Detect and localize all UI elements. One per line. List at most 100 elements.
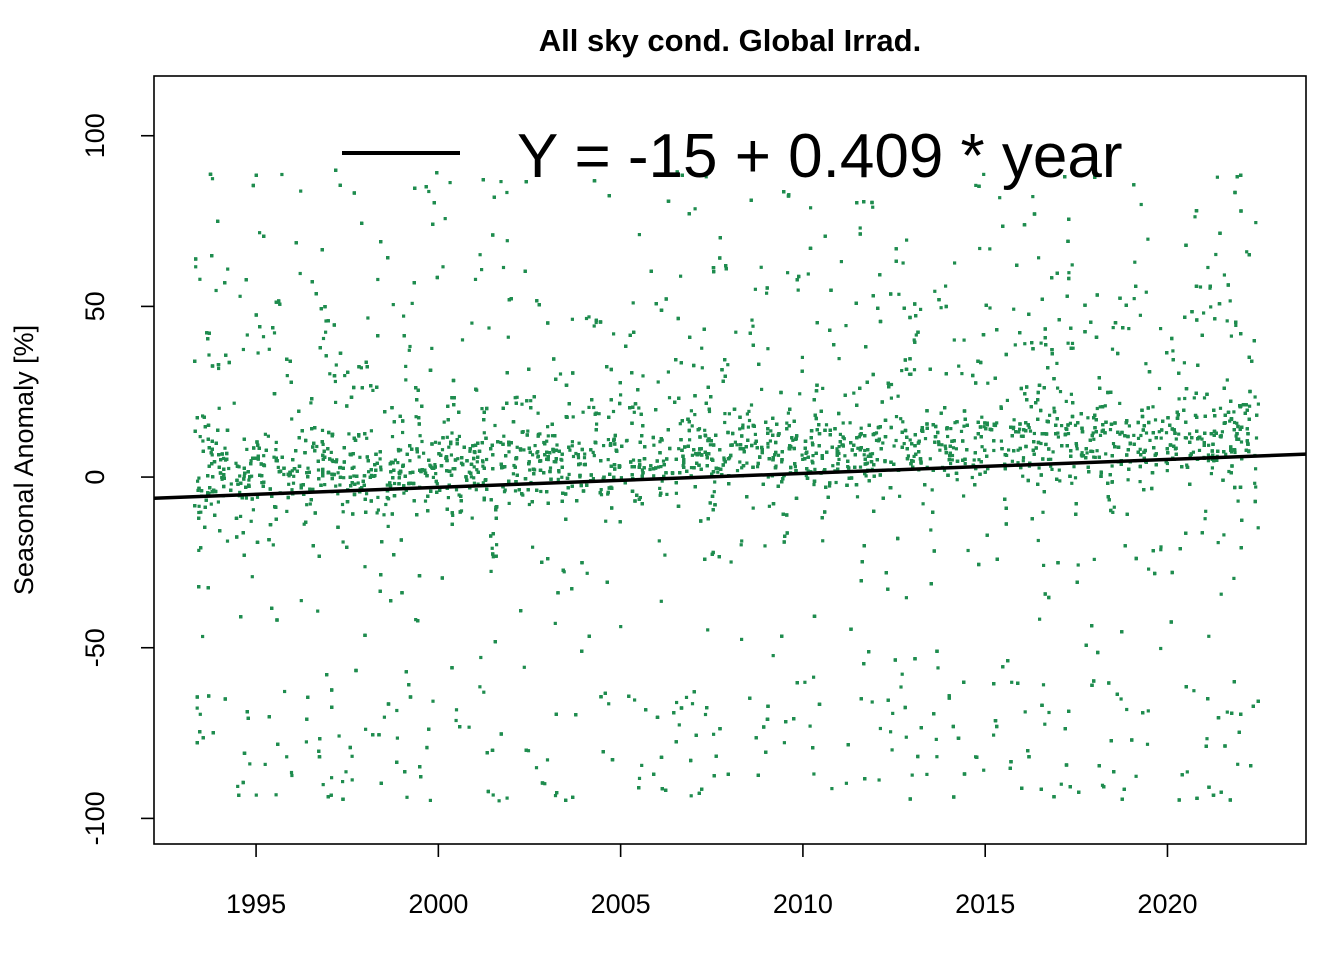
data-point (299, 599, 303, 603)
data-point (1125, 707, 1129, 712)
data-point (555, 443, 559, 447)
data-point (1204, 509, 1208, 513)
data-point (472, 476, 476, 480)
data-point (756, 465, 760, 469)
data-point (1177, 432, 1181, 436)
data-point (1032, 431, 1036, 436)
data-point (679, 274, 683, 278)
data-point (912, 454, 916, 458)
data-point (899, 417, 903, 421)
data-point (428, 798, 432, 802)
data-point (449, 453, 453, 457)
data-point (735, 469, 740, 473)
data-point (454, 708, 459, 712)
data-point (1253, 395, 1257, 399)
data-point (399, 448, 403, 452)
data-point (220, 477, 224, 481)
data-point (249, 519, 253, 523)
data-point (978, 246, 982, 251)
data-point (852, 391, 856, 395)
data-point (858, 465, 863, 469)
data-point (480, 268, 484, 272)
data-point (475, 468, 479, 472)
data-point (473, 277, 478, 281)
data-point (263, 762, 267, 766)
data-point (1256, 402, 1260, 406)
data-point (493, 423, 497, 428)
data-point (365, 436, 369, 440)
data-point (232, 401, 236, 405)
data-point (962, 494, 966, 498)
data-point (1021, 459, 1025, 463)
data-point (290, 469, 294, 473)
data-point (1234, 323, 1238, 327)
data-point (1050, 467, 1054, 471)
data-point (1206, 459, 1210, 463)
data-point (1225, 378, 1229, 382)
data-point (712, 732, 716, 736)
data-point (522, 665, 526, 669)
data-point (375, 511, 379, 515)
data-point (986, 381, 990, 385)
data-point (1064, 399, 1068, 403)
data-point (570, 440, 574, 444)
data-point (684, 695, 689, 699)
data-point (1215, 175, 1219, 179)
data-point (321, 783, 325, 787)
data-point (210, 177, 215, 181)
chart-title: All sky cond. Global Irrad. (539, 23, 921, 58)
data-point (1059, 782, 1063, 786)
data-point (505, 239, 509, 243)
data-point (291, 481, 296, 485)
data-point (1136, 436, 1141, 440)
data-point (450, 431, 454, 435)
data-point (236, 784, 240, 788)
data-point (1138, 480, 1142, 484)
data-point (733, 440, 737, 444)
data-point (992, 448, 996, 453)
data-point (955, 478, 959, 482)
data-point (571, 415, 575, 419)
data-point (1209, 432, 1213, 436)
data-point (658, 486, 662, 490)
data-point (478, 253, 482, 257)
data-point (1138, 447, 1142, 451)
data-point (435, 482, 439, 486)
data-point (809, 206, 813, 210)
data-point (396, 447, 400, 452)
data-point (940, 443, 944, 447)
data-point (856, 446, 860, 450)
data-point (410, 301, 414, 305)
data-point (402, 314, 406, 318)
data-point (663, 553, 667, 557)
data-point (1219, 592, 1223, 596)
data-point (877, 778, 881, 782)
data-point (546, 434, 550, 438)
data-point (404, 364, 408, 368)
data-point (553, 621, 557, 625)
data-point (675, 700, 679, 705)
data-point (910, 773, 914, 777)
data-point (1164, 431, 1169, 435)
data-point (933, 289, 937, 293)
data-point (324, 319, 328, 323)
data-point (1095, 449, 1099, 453)
data-point (254, 793, 258, 797)
data-point (844, 324, 848, 328)
data-point (667, 396, 672, 400)
data-point (962, 338, 966, 342)
data-point (768, 439, 772, 443)
data-point (582, 456, 587, 460)
data-point (402, 491, 406, 495)
data-point (324, 330, 328, 334)
data-point (982, 768, 986, 772)
data-point (533, 444, 537, 448)
data-point (753, 441, 757, 445)
data-point (821, 539, 825, 543)
data-point (216, 500, 220, 504)
data-point (811, 454, 815, 458)
data-point (352, 474, 356, 478)
data-point (831, 464, 835, 468)
data-point (704, 175, 708, 179)
data-point (431, 699, 435, 703)
